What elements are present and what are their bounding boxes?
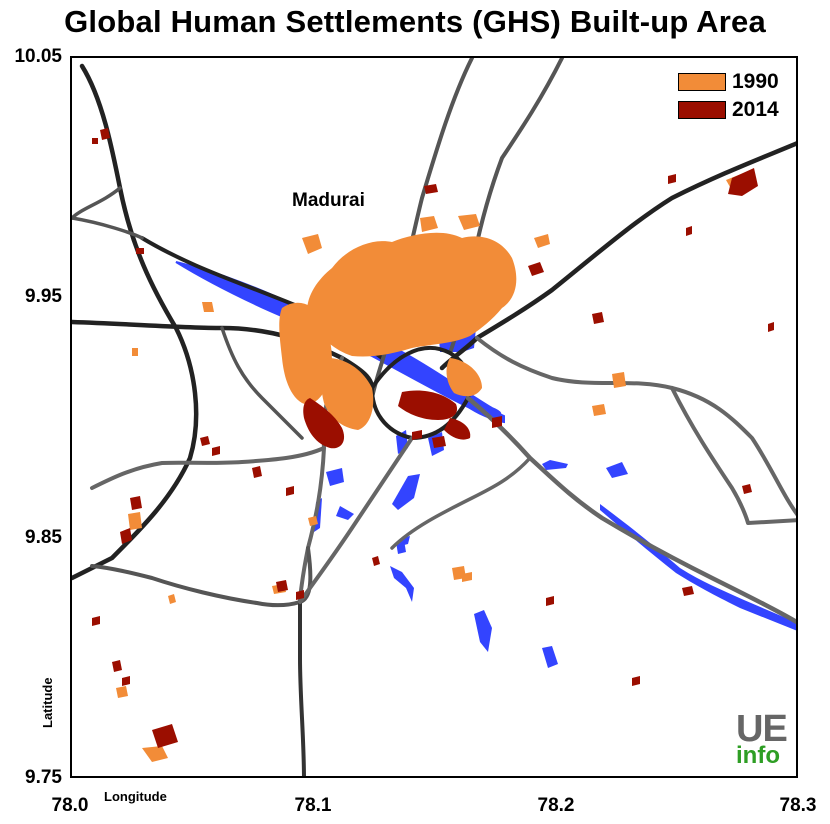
y-axis-title: Latitude	[40, 677, 55, 728]
legend-item-1990: 1990	[678, 68, 779, 96]
y-tick-label: 10.05	[14, 46, 62, 67]
y-tick-label: 9.85	[25, 527, 62, 548]
ueinfo-logo: UE info	[736, 708, 788, 769]
x-tick-label: 78.2	[537, 795, 575, 816]
city-label-madurai: Madurai	[292, 190, 365, 211]
legend-swatch-1990	[678, 73, 726, 91]
logo-text-info: info	[736, 742, 780, 769]
x-tick-label: 78.1	[294, 795, 332, 816]
y-tick-label: 9.75	[25, 767, 62, 788]
x-axis-title: Longitude	[104, 789, 167, 804]
legend-label: 2014	[732, 98, 779, 121]
y-tick-label: 9.95	[25, 286, 62, 307]
map-canvas[interactable]: 1990 2014 Madurai UE info	[70, 56, 798, 778]
x-tick-label: 78.3	[779, 795, 817, 816]
map-layers	[72, 58, 796, 776]
map-title: Global Human Settlements (GHS) Built-up …	[64, 4, 766, 39]
legend-label: 1990	[732, 70, 779, 93]
legend-swatch-2014	[678, 101, 726, 119]
builtup-2014-layer	[92, 128, 774, 748]
x-tick-label: 78.0	[51, 795, 89, 816]
builtup-1990-layer	[116, 172, 752, 762]
legend-item-2014: 2014	[678, 96, 779, 124]
map-legend: 1990 2014	[678, 68, 779, 124]
logo-text-ue: UE	[736, 708, 788, 750]
